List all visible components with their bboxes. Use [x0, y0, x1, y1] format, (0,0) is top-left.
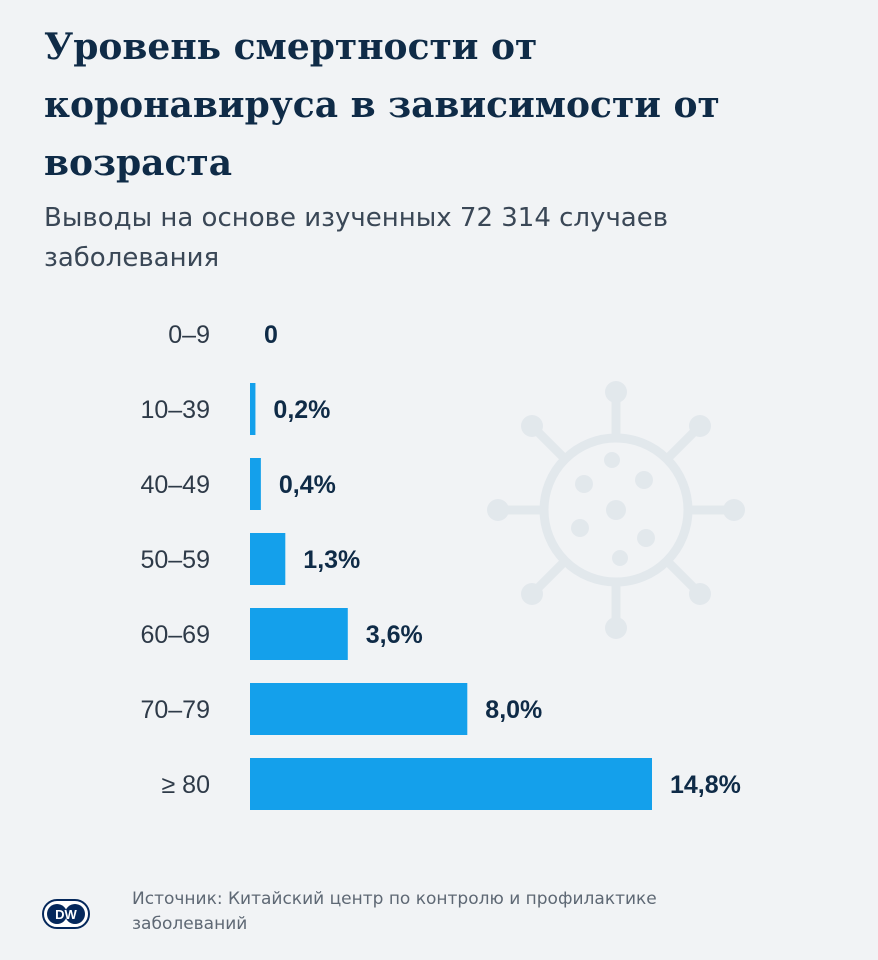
- data-label: 14,8%: [670, 771, 741, 799]
- chart-subtitle: Выводы на основе изученных 72 314 случае…: [44, 203, 669, 273]
- data-label: 3,6%: [366, 621, 423, 649]
- bar: [250, 608, 348, 660]
- y-tick-label: 40–49: [140, 471, 210, 499]
- source-note: Источник: Китайский центр по контролю и …: [132, 889, 657, 934]
- bar: [250, 683, 468, 735]
- dw-logo-icon: DW: [42, 899, 90, 929]
- data-label: 0: [264, 321, 278, 349]
- chart-plot-area: 0–9 0 10–39 0,2% 40–49 0,4% 50–59 1,3% 60–69 3,6%…: [140, 321, 741, 810]
- y-tick-label: 70–79: [140, 696, 210, 724]
- y-tick-label: 50–59: [140, 546, 210, 574]
- data-label: 0,4%: [279, 471, 336, 499]
- y-tick-label: 60–69: [140, 621, 210, 649]
- y-tick-label: ≥ 80: [162, 771, 210, 799]
- virus-icon: [487, 381, 745, 639]
- bar: [250, 383, 256, 435]
- y-tick-label: 10–39: [140, 396, 210, 424]
- data-label: 1,3%: [303, 546, 360, 574]
- bar: [250, 758, 652, 810]
- chart-title: Уровень смертности от коронавируса в зав…: [44, 26, 720, 184]
- bar: [250, 533, 286, 585]
- dw-logo-text: DW: [55, 907, 77, 922]
- bar: [250, 458, 261, 510]
- y-tick-label: 0–9: [168, 321, 210, 349]
- data-label: 8,0%: [485, 696, 542, 724]
- data-label: 0,2%: [273, 396, 330, 424]
